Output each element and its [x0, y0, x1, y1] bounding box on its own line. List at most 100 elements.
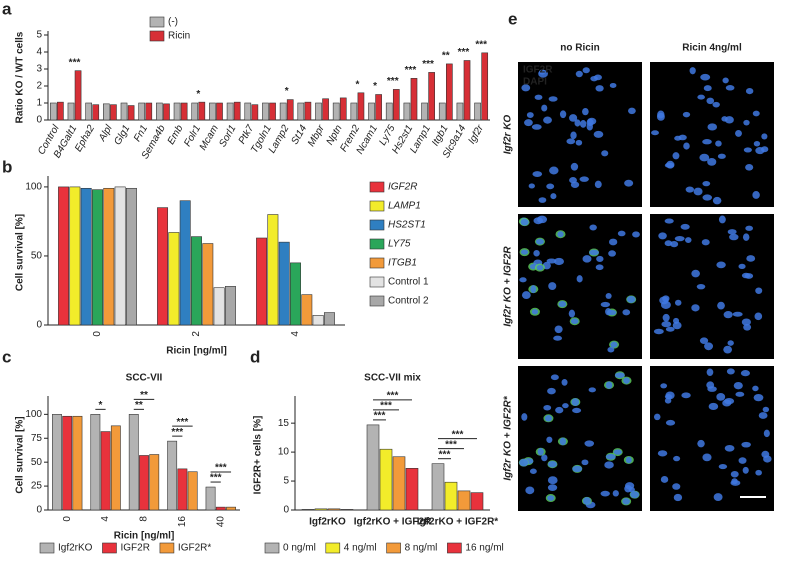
nucleus — [625, 456, 632, 464]
bar — [286, 99, 294, 121]
nucleus — [554, 325, 563, 334]
nucleus — [661, 321, 672, 328]
bar — [103, 103, 110, 121]
significance: *** — [458, 47, 470, 58]
nucleus — [702, 453, 712, 462]
nucleus — [617, 230, 626, 237]
nucleus — [761, 133, 768, 140]
nucleus — [624, 179, 634, 187]
bar — [156, 102, 163, 121]
nucleus — [575, 139, 583, 146]
bar — [72, 415, 83, 511]
nucleus — [609, 82, 617, 88]
nucleus — [600, 490, 610, 497]
legend-label: Control 2 — [388, 296, 429, 307]
column-header: no Ricin — [560, 43, 599, 54]
micrograph — [650, 214, 774, 359]
nucleus — [521, 84, 531, 92]
nucleus — [743, 323, 752, 331]
micrograph — [518, 366, 642, 511]
nucleus — [554, 257, 564, 266]
nucleus — [588, 387, 596, 393]
nucleus — [582, 497, 591, 505]
bar — [421, 102, 428, 121]
bar — [262, 102, 269, 121]
nucleus — [568, 309, 576, 318]
nucleus — [550, 374, 559, 381]
y-tick-label: 2 — [36, 81, 42, 92]
bar — [85, 102, 92, 121]
nucleus — [727, 229, 737, 235]
nucleus — [723, 345, 732, 354]
micrograph — [650, 62, 774, 207]
chart-title: SCC-VII — [126, 373, 163, 384]
legend-swatch — [149, 30, 165, 42]
nucleus — [546, 436, 553, 443]
bar — [226, 102, 234, 121]
nucleus — [715, 140, 722, 147]
y-axis-label: Cell survival [%] — [15, 416, 26, 493]
nucleus — [716, 392, 726, 401]
bar — [267, 214, 279, 326]
legend-label: Control 1 — [388, 277, 429, 288]
column-header: Ricin 4ng/ml — [682, 43, 742, 54]
nucleus — [541, 454, 548, 462]
nucleus — [586, 122, 593, 131]
nucleus — [684, 237, 692, 244]
legend-swatch — [447, 542, 462, 554]
nucleus — [682, 111, 691, 118]
legend-label: IGF2R — [388, 182, 417, 193]
nucleus — [672, 152, 680, 160]
row-header: Igf2r KO + IGF2R — [503, 246, 514, 327]
nucleus — [752, 110, 760, 117]
nucleus — [753, 140, 761, 147]
nucleus — [730, 470, 739, 478]
nucleus — [763, 455, 772, 463]
nucleus — [732, 311, 743, 317]
nucleus — [570, 318, 579, 325]
nucleus — [595, 264, 604, 271]
bar — [438, 102, 446, 121]
nucleus — [707, 158, 717, 166]
nucleus — [538, 197, 547, 203]
nucleus — [693, 187, 703, 196]
nucleus — [525, 486, 535, 495]
bracket-label: ** — [140, 390, 148, 401]
nucleus — [701, 239, 710, 246]
nucleus — [531, 124, 542, 130]
nucleus — [547, 476, 558, 485]
bar — [92, 189, 103, 326]
nucleus — [672, 483, 681, 490]
bar — [431, 463, 445, 511]
nucleus — [609, 238, 618, 246]
bar — [444, 481, 458, 511]
legend-swatch — [159, 542, 175, 554]
bar — [69, 186, 81, 326]
x-tick-label: Igf2rKO — [309, 517, 346, 528]
bar — [120, 102, 128, 121]
nucleus — [743, 119, 750, 126]
nucleus — [571, 398, 580, 406]
nucleus — [658, 232, 667, 240]
panel-label: a — [2, 0, 12, 18]
legend-label: (-) — [168, 17, 178, 28]
nucleus — [623, 377, 630, 384]
channel-label: DAPI — [523, 77, 547, 88]
nucleus — [740, 370, 750, 377]
bar — [375, 94, 382, 121]
nucleus — [674, 236, 685, 242]
nucleus — [700, 73, 711, 81]
bar — [301, 294, 313, 326]
nucleus — [608, 250, 616, 257]
nucleus — [593, 130, 604, 138]
bracket-label: * — [99, 400, 103, 411]
bracket-label: *** — [439, 449, 451, 460]
nucleus — [666, 160, 675, 169]
nucleus — [665, 419, 676, 426]
y-tick-label: 4 — [36, 47, 42, 58]
nucleus — [665, 391, 675, 400]
micrograph — [518, 62, 642, 207]
bar — [177, 468, 188, 511]
bar — [191, 236, 202, 326]
nucleus — [534, 94, 543, 100]
